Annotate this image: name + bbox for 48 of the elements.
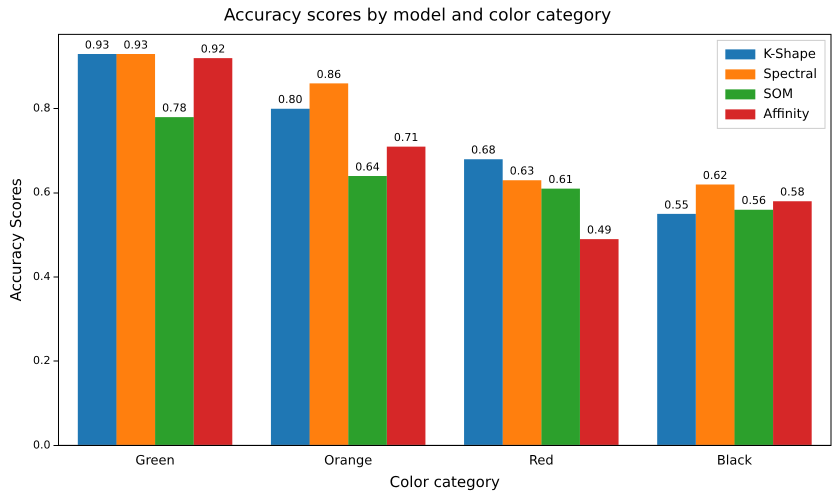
bar — [541, 188, 580, 445]
x-tick-label: Orange — [324, 454, 372, 469]
bar — [773, 201, 812, 445]
legend-label: Affinity — [763, 106, 810, 122]
x-tick-label: Red — [528, 454, 554, 469]
data-label: 0.68 — [471, 144, 496, 157]
data-label: 0.86 — [316, 68, 342, 81]
data-label: 0.93 — [84, 38, 110, 52]
x-tick-label: Green — [135, 454, 175, 469]
data-label: 0.64 — [355, 160, 380, 174]
data-label: 0.93 — [123, 38, 148, 52]
data-label: 0.55 — [664, 198, 689, 212]
legend-label: K-Shape — [763, 46, 816, 62]
data-label: 0.49 — [587, 224, 612, 237]
data-label: 0.71 — [394, 130, 418, 144]
chart-title: Accuracy scores by model and color category — [224, 6, 612, 26]
data-label: 0.58 — [780, 186, 805, 199]
bar — [734, 210, 774, 445]
x-tick-label: Black — [716, 454, 752, 469]
data-label: 0.78 — [162, 101, 187, 114]
data-label: 0.61 — [548, 173, 573, 186]
bar — [502, 180, 542, 445]
y-tick-label: 0.8 — [32, 102, 50, 115]
bar — [657, 214, 696, 445]
data-label: 0.62 — [702, 168, 728, 182]
data-label: 0.92 — [200, 42, 226, 56]
bar — [116, 54, 156, 445]
legend-label: Spectral — [763, 66, 817, 82]
data-label: 0.63 — [510, 164, 534, 178]
data-label: 0.56 — [742, 194, 766, 208]
y-tick-label: 0.4 — [32, 270, 50, 283]
y-tick-label: 0.2 — [32, 354, 50, 368]
y-tick-label: 0.0 — [32, 438, 50, 452]
bar — [310, 83, 348, 445]
bar — [580, 239, 619, 445]
bar — [348, 176, 387, 445]
x-axis-title: Color category — [390, 472, 500, 491]
data-label: 0.80 — [278, 93, 302, 106]
bar — [386, 146, 426, 445]
bar — [270, 108, 310, 445]
bar — [155, 117, 194, 445]
y-tick-label: 0.6 — [32, 186, 50, 199]
legend-label: SOM — [763, 86, 794, 102]
y-axis-title: Accuracy Scores — [6, 178, 25, 302]
bar — [464, 159, 503, 445]
bar — [696, 184, 734, 445]
bar — [78, 54, 116, 445]
bar — [194, 58, 232, 445]
